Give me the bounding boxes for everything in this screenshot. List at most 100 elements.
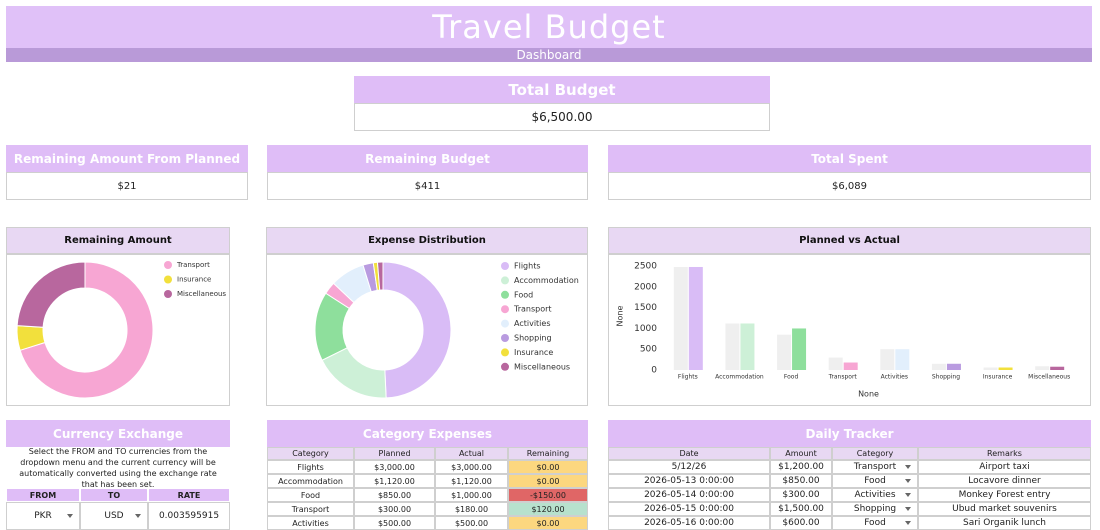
legend-label: Shopping xyxy=(514,334,552,343)
table-cell: $1,000.00 xyxy=(435,488,508,502)
table-cell: Food xyxy=(267,488,354,502)
donut-slice xyxy=(382,261,452,399)
table-cell: $120.00 xyxy=(508,502,588,516)
y-tick-label: 2000 xyxy=(634,282,657,292)
legend-marker xyxy=(501,290,509,299)
y-tick-label: 500 xyxy=(640,345,657,355)
legend-marker xyxy=(501,262,509,270)
x-tick-label: Activities xyxy=(881,374,908,381)
card-value: $411 xyxy=(267,172,588,200)
subtitle-bar: Dashboard xyxy=(6,48,1092,62)
section-title: Category Expenses xyxy=(267,420,588,447)
legend-marker xyxy=(501,348,509,357)
legend-marker xyxy=(164,275,172,284)
donut-slice xyxy=(16,261,86,328)
table-cell: Locavore dinner xyxy=(918,474,1091,488)
table-cell: $1,200.00 xyxy=(770,460,832,474)
column-header: FROM xyxy=(6,488,80,502)
legend-label: Accommodation xyxy=(514,276,579,285)
table-cell: $850.00 xyxy=(770,474,832,488)
bar xyxy=(673,266,688,370)
dropdown-arrow[interactable] xyxy=(905,521,911,525)
table-cell: 2026-05-13 0:00:00 xyxy=(608,474,770,488)
table-cell: 2026-05-15 0:00:00 xyxy=(608,502,770,516)
column-header: Date xyxy=(608,447,770,460)
column-header: TO xyxy=(80,488,148,502)
bar xyxy=(792,328,807,370)
x-tick-label: Flights xyxy=(678,374,698,381)
title-bar: Travel Budget xyxy=(6,6,1092,48)
table-cell: $1,120.00 xyxy=(435,474,508,488)
chart-title: Expense Distribution xyxy=(266,227,588,254)
legend-label: Transport xyxy=(176,261,210,269)
dropdown-arrow[interactable] xyxy=(67,514,73,518)
table-cell: 2026-05-14 0:00:00 xyxy=(608,488,770,502)
x-tick-label: Shopping xyxy=(932,374,960,381)
table-cell[interactable]: Shopping xyxy=(832,502,918,516)
legend-label: Transport xyxy=(513,305,552,314)
y-tick-label: 0 xyxy=(651,366,657,376)
table-cell: $3,000.00 xyxy=(435,460,508,474)
bar xyxy=(688,266,703,370)
column-header: Amount xyxy=(770,447,832,460)
y-tick-label: 1500 xyxy=(634,303,657,313)
legend-marker xyxy=(164,261,172,269)
bar xyxy=(946,363,961,370)
total-budget-value: $6,500.00 xyxy=(354,103,770,131)
legend-marker xyxy=(164,290,172,298)
bar xyxy=(777,334,792,370)
legend-marker xyxy=(501,334,509,342)
bar xyxy=(1050,366,1065,370)
table-cell: -$150.00 xyxy=(508,488,588,502)
table-cell: Monkey Forest entry xyxy=(918,488,1091,502)
donut-slice xyxy=(376,261,384,291)
table-cell[interactable]: Activities xyxy=(832,488,918,502)
column-header: Remaining xyxy=(508,447,588,460)
legend-marker xyxy=(501,276,509,285)
y-axis-title: None xyxy=(616,305,625,326)
table-cell: Ubud market souvenirs xyxy=(918,502,1091,516)
x-tick-label: Miscellaneous xyxy=(1028,374,1070,381)
legend-label: Food xyxy=(514,290,533,299)
table-cell: $300.00 xyxy=(354,502,435,516)
bar xyxy=(931,363,946,370)
chart-panel xyxy=(608,254,1091,406)
table-cell: $0.00 xyxy=(508,474,588,488)
dropdown-arrow[interactable] xyxy=(905,479,911,483)
table-cell: Transport xyxy=(267,502,354,516)
bar xyxy=(828,357,843,370)
table-cell[interactable]: Transport xyxy=(832,460,918,474)
total-budget-label: Total Budget xyxy=(354,76,770,103)
chart-title: Remaining Amount xyxy=(6,227,230,254)
table-cell: $1,120.00 xyxy=(354,474,435,488)
x-tick-label: Transport xyxy=(828,374,858,381)
table-cell: Airport taxi xyxy=(918,460,1091,474)
legend-label: Activities xyxy=(514,319,551,328)
legend-marker xyxy=(501,319,509,328)
table-cell: $180.00 xyxy=(435,502,508,516)
dropdown-arrow[interactable] xyxy=(905,507,911,511)
table-cell: 5/12/26 xyxy=(608,460,770,474)
column-header: Planned xyxy=(354,447,435,460)
dropdown-arrow[interactable] xyxy=(135,514,141,518)
table-cell: $3,000.00 xyxy=(354,460,435,474)
dropdown-arrow[interactable] xyxy=(905,465,911,469)
y-tick-label: 1000 xyxy=(634,324,657,334)
card-value: $6,089 xyxy=(608,172,1091,200)
table-cell[interactable]: Food xyxy=(832,474,918,488)
column-header: Remarks xyxy=(918,447,1091,460)
bar xyxy=(895,349,910,370)
legend-marker xyxy=(501,362,509,371)
table-cell: Flights xyxy=(267,460,354,474)
chart-title: Planned vs Actual xyxy=(608,227,1091,254)
x-tick-label: Accommodation xyxy=(715,374,764,381)
card-value: $21 xyxy=(6,172,248,200)
section-title: Daily Tracker xyxy=(608,420,1091,447)
bar xyxy=(880,349,895,370)
bar xyxy=(998,367,1013,370)
dropdown-arrow[interactable] xyxy=(905,493,911,497)
legend-label: Insurance xyxy=(514,348,553,357)
table-cell: Accommodation xyxy=(267,474,354,488)
